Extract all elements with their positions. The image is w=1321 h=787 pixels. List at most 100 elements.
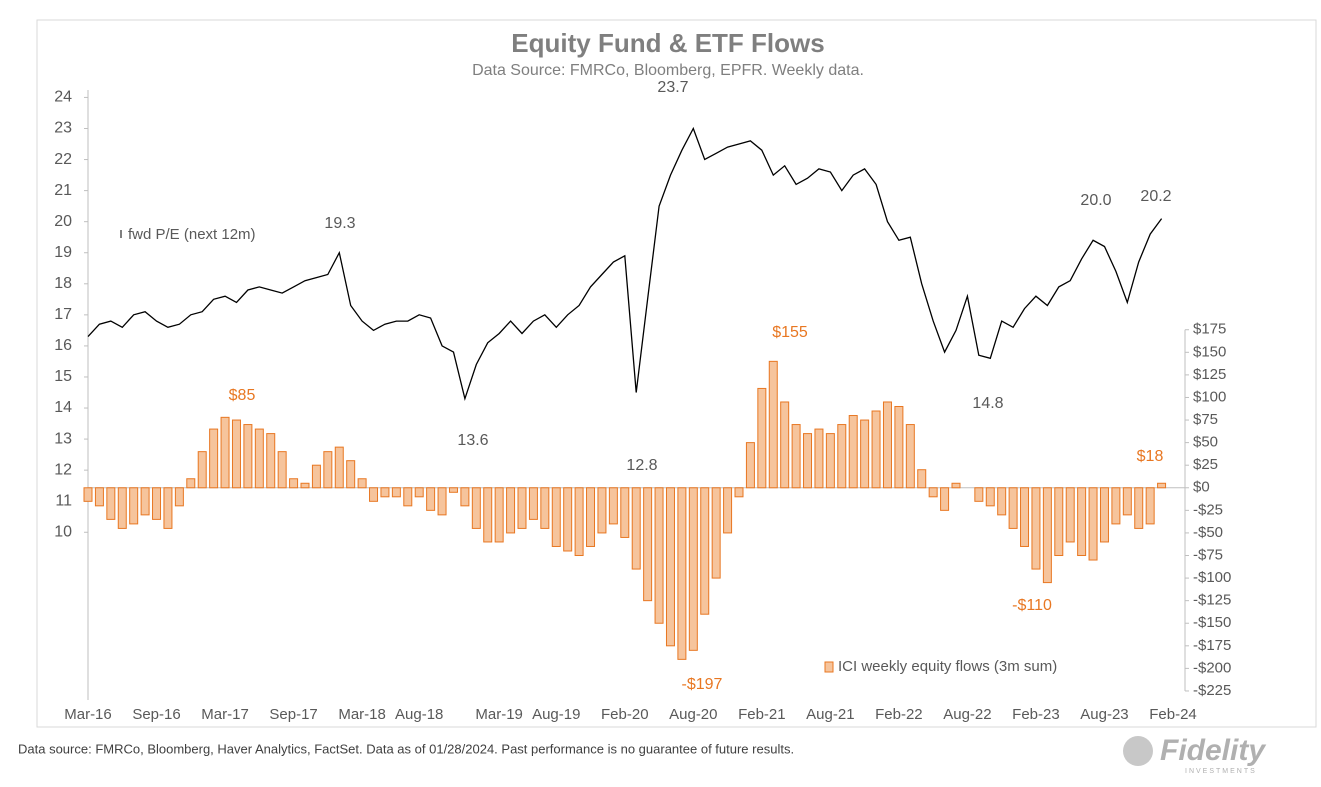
x-tick-label: Aug-21 bbox=[806, 706, 854, 723]
y-tick-label: 12 bbox=[54, 461, 72, 478]
bar bbox=[426, 487, 436, 511]
y2-tick-label: -$25 bbox=[1193, 501, 1223, 518]
bar bbox=[871, 410, 881, 489]
bar bbox=[254, 428, 264, 489]
bar bbox=[745, 442, 755, 489]
bar bbox=[243, 424, 253, 489]
bar bbox=[586, 487, 596, 547]
legend-label: ICI weekly equity flows (3m sum) bbox=[838, 658, 1057, 675]
x-tick-label: Feb-21 bbox=[738, 706, 786, 723]
chart-subtitle: Data Source: FMRCo, Bloomberg, EPFR. Wee… bbox=[472, 62, 864, 79]
bar bbox=[1008, 487, 1018, 529]
annotation: 23.7 bbox=[657, 79, 688, 96]
annotation: 14.8 bbox=[972, 395, 1003, 412]
bar bbox=[471, 487, 481, 529]
bar bbox=[277, 451, 287, 489]
annotation: 20.0 bbox=[1080, 192, 1111, 209]
x-tick-label: Feb-20 bbox=[601, 706, 649, 723]
bar bbox=[974, 487, 984, 502]
y2-tick-label: -$75 bbox=[1193, 546, 1223, 563]
logo-sub: INVESTMENTS bbox=[1185, 768, 1257, 775]
bar bbox=[1145, 487, 1155, 525]
y-tick-label: 23 bbox=[54, 120, 72, 137]
y-tick-label: 21 bbox=[54, 182, 72, 199]
bar bbox=[163, 487, 173, 529]
bar bbox=[94, 487, 104, 507]
bar bbox=[780, 401, 790, 489]
x-tick-label: Feb-23 bbox=[1012, 706, 1060, 723]
bar bbox=[391, 487, 401, 498]
bar bbox=[528, 487, 538, 520]
bar bbox=[688, 487, 698, 651]
x-tick-label: Feb-22 bbox=[875, 706, 923, 723]
bar bbox=[734, 487, 744, 498]
bar bbox=[1122, 487, 1132, 516]
x-tick-label: Aug-18 bbox=[395, 706, 443, 723]
bar bbox=[540, 487, 550, 529]
y-tick-label: 15 bbox=[54, 368, 72, 385]
y2-tick-label: -$50 bbox=[1193, 524, 1223, 541]
bar bbox=[448, 487, 458, 493]
bar bbox=[334, 446, 344, 489]
y2-tick-label: $75 bbox=[1193, 411, 1218, 428]
bar bbox=[928, 487, 938, 498]
bar bbox=[803, 433, 813, 489]
bar bbox=[1134, 487, 1144, 529]
bar bbox=[346, 460, 356, 489]
y2-tick-label: $125 bbox=[1193, 366, 1226, 383]
bar bbox=[848, 415, 858, 489]
x-tick-label: Sep-16 bbox=[132, 706, 180, 723]
y-tick-label: 13 bbox=[54, 430, 72, 447]
bar bbox=[917, 469, 927, 489]
bar bbox=[551, 487, 561, 547]
logo: Fidelity bbox=[1160, 734, 1266, 767]
annotation: 12.8 bbox=[626, 457, 657, 474]
y2-tick-label: $0 bbox=[1193, 479, 1210, 496]
bar bbox=[574, 487, 584, 557]
x-tick-label: Mar-17 bbox=[201, 706, 249, 723]
bar bbox=[837, 424, 847, 489]
bar bbox=[186, 478, 196, 489]
bar bbox=[129, 487, 139, 525]
y2-tick-label: -$100 bbox=[1193, 569, 1231, 586]
footnote: Data source: FMRCo, Bloomberg, Haver Ana… bbox=[18, 741, 794, 756]
bar bbox=[1157, 482, 1167, 489]
y2-tick-label: -$175 bbox=[1193, 637, 1231, 654]
flow-annotation: -$197 bbox=[682, 676, 723, 693]
x-tick-label: Aug-23 bbox=[1080, 706, 1128, 723]
y2-tick-label: $50 bbox=[1193, 434, 1218, 451]
bar bbox=[220, 416, 230, 489]
bar bbox=[517, 487, 527, 529]
bar bbox=[323, 451, 333, 489]
x-tick-label: Aug-19 bbox=[532, 706, 580, 723]
bar bbox=[665, 487, 675, 647]
bar bbox=[414, 487, 424, 498]
bar bbox=[1065, 487, 1075, 543]
y2-tick-label: -$150 bbox=[1193, 614, 1231, 631]
bar bbox=[894, 405, 904, 489]
bar bbox=[197, 451, 207, 489]
bar bbox=[494, 487, 504, 543]
bar bbox=[1020, 487, 1030, 547]
flow-annotation: $155 bbox=[772, 324, 808, 341]
y-tick-label: 10 bbox=[54, 523, 72, 540]
legend-marker bbox=[824, 661, 834, 673]
bar bbox=[677, 487, 687, 660]
bar bbox=[1054, 487, 1064, 557]
line bbox=[87, 126, 1163, 402]
bar bbox=[882, 401, 892, 489]
bar bbox=[266, 433, 276, 489]
bar bbox=[106, 487, 116, 520]
bar bbox=[460, 487, 470, 507]
bar bbox=[985, 487, 995, 507]
bar bbox=[654, 487, 664, 624]
y-tick-label: 14 bbox=[54, 399, 72, 416]
bar bbox=[997, 487, 1007, 516]
bar bbox=[357, 478, 367, 489]
x-tick-label: Mar-18 bbox=[338, 706, 386, 723]
y2-tick-label: -$125 bbox=[1193, 592, 1231, 609]
bar bbox=[437, 487, 447, 516]
bar bbox=[152, 487, 162, 520]
bar bbox=[300, 482, 310, 489]
bar bbox=[369, 487, 379, 502]
